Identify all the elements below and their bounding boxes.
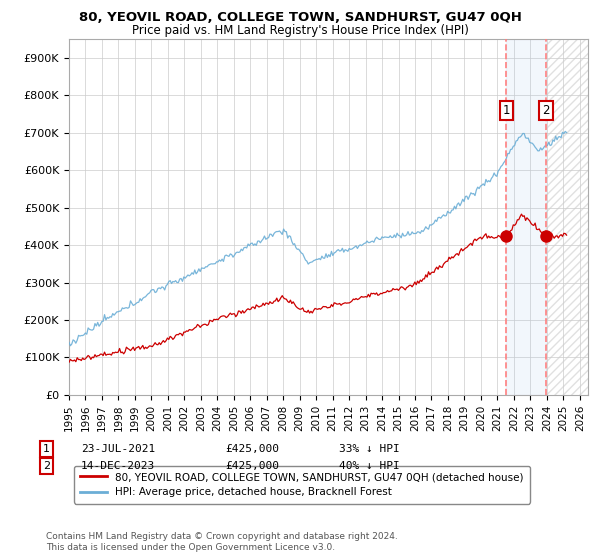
Text: 33% ↓ HPI: 33% ↓ HPI [339,444,400,454]
Text: 2: 2 [43,461,50,471]
Text: 1: 1 [503,104,510,117]
Bar [506,39,546,395]
Text: Contains HM Land Registry data © Crown copyright and database right 2024.
This d: Contains HM Land Registry data © Crown c… [46,532,398,552]
Text: 1: 1 [43,444,50,454]
Bar [546,39,588,395]
Text: £425,000: £425,000 [225,461,279,471]
Bar [546,39,588,395]
Text: 23-JUL-2021: 23-JUL-2021 [81,444,155,454]
Text: 40% ↓ HPI: 40% ↓ HPI [339,461,400,471]
Text: 80, YEOVIL ROAD, COLLEGE TOWN, SANDHURST, GU47 0QH: 80, YEOVIL ROAD, COLLEGE TOWN, SANDHURST… [79,11,521,24]
Text: 2: 2 [542,104,550,117]
Text: Price paid vs. HM Land Registry's House Price Index (HPI): Price paid vs. HM Land Registry's House … [131,24,469,36]
Legend: 80, YEOVIL ROAD, COLLEGE TOWN, SANDHURST, GU47 0QH (detached house), HPI: Averag: 80, YEOVIL ROAD, COLLEGE TOWN, SANDHURST… [74,466,530,503]
Text: 14-DEC-2023: 14-DEC-2023 [81,461,155,471]
Text: £425,000: £425,000 [225,444,279,454]
